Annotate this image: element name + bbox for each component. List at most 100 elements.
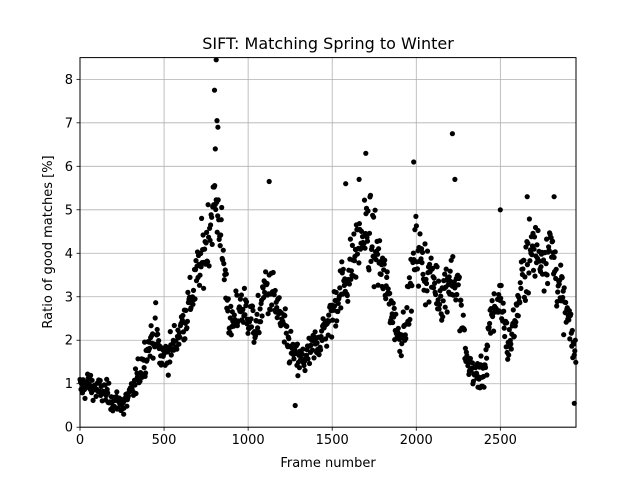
data-point xyxy=(190,287,197,293)
data-point xyxy=(385,286,391,292)
data-point xyxy=(510,307,516,313)
data-point xyxy=(367,192,374,198)
data-point xyxy=(225,308,231,314)
data-point xyxy=(560,294,566,301)
data-point xyxy=(323,336,329,342)
data-point xyxy=(174,346,180,352)
data-point xyxy=(228,332,234,338)
data-point xyxy=(311,355,317,361)
data-point xyxy=(156,338,162,344)
data-point xyxy=(260,285,266,291)
data-point xyxy=(384,274,390,280)
data-point xyxy=(192,296,198,302)
data-point xyxy=(209,241,215,247)
data-point xyxy=(198,264,204,270)
data-point xyxy=(371,284,377,290)
data-point xyxy=(256,330,262,336)
data-point xyxy=(419,249,426,255)
data-point xyxy=(143,370,149,376)
data-point xyxy=(553,266,559,272)
data-point xyxy=(526,270,532,276)
data-point xyxy=(369,244,375,250)
data-point xyxy=(461,327,467,333)
data-point xyxy=(404,305,410,311)
data-point xyxy=(255,325,261,331)
data-point xyxy=(501,308,507,314)
data-point xyxy=(406,321,412,327)
data-point xyxy=(363,150,369,156)
data-point xyxy=(255,292,261,298)
data-point xyxy=(397,348,403,354)
data-point xyxy=(487,320,493,327)
data-point xyxy=(375,251,381,257)
data-point xyxy=(398,353,404,359)
data-point xyxy=(569,327,575,334)
data-point xyxy=(525,290,532,296)
data-point xyxy=(251,339,257,345)
data-point xyxy=(296,365,302,371)
data-point xyxy=(508,341,514,347)
data-point xyxy=(212,183,218,189)
data-point xyxy=(265,311,271,317)
data-point xyxy=(563,299,569,306)
data-point xyxy=(470,378,476,384)
data-point xyxy=(258,319,264,325)
data-point xyxy=(234,292,240,298)
data-point xyxy=(214,118,220,124)
data-point xyxy=(526,216,533,222)
data-point xyxy=(187,274,193,280)
data-point xyxy=(353,274,359,280)
data-point xyxy=(489,298,495,304)
data-point xyxy=(150,355,156,361)
data-point xyxy=(217,243,223,249)
data-point xyxy=(444,309,450,315)
data-point xyxy=(190,301,196,307)
data-point xyxy=(361,197,368,203)
data-point xyxy=(410,250,416,256)
data-point xyxy=(338,305,344,311)
data-point xyxy=(453,297,459,303)
data-point xyxy=(153,300,159,306)
data-point xyxy=(106,380,112,386)
data-point xyxy=(531,234,538,240)
data-point xyxy=(446,274,452,280)
data-point xyxy=(428,255,434,261)
data-point xyxy=(168,352,174,358)
data-point xyxy=(371,214,377,220)
data-point xyxy=(215,197,221,203)
data-point xyxy=(458,297,464,303)
x-tick-label: 500 xyxy=(152,433,177,448)
data-point xyxy=(295,373,301,379)
data-point xyxy=(155,331,161,337)
data-point xyxy=(318,347,324,353)
data-point xyxy=(438,293,444,299)
data-point xyxy=(223,271,229,277)
data-point xyxy=(339,259,345,265)
data-point xyxy=(176,341,182,347)
data-point xyxy=(165,372,171,378)
data-point xyxy=(417,231,423,237)
data-point xyxy=(150,331,156,337)
data-point xyxy=(93,393,99,399)
data-point xyxy=(121,411,127,417)
data-point xyxy=(89,377,95,383)
data-point xyxy=(422,302,429,308)
data-point xyxy=(559,275,565,281)
data-point xyxy=(540,257,547,263)
data-point xyxy=(550,238,556,244)
y-tick-label: 1 xyxy=(65,377,73,392)
data-point xyxy=(254,311,260,317)
data-point xyxy=(330,317,336,323)
data-point xyxy=(211,87,218,93)
data-point xyxy=(534,242,540,248)
data-point xyxy=(104,376,110,382)
data-point xyxy=(282,313,288,319)
data-point xyxy=(177,334,183,340)
data-point xyxy=(231,312,237,318)
data-point xyxy=(196,282,203,288)
data-point xyxy=(309,347,316,353)
data-point xyxy=(292,402,298,409)
data-point xyxy=(90,397,96,403)
data-point xyxy=(431,275,437,281)
